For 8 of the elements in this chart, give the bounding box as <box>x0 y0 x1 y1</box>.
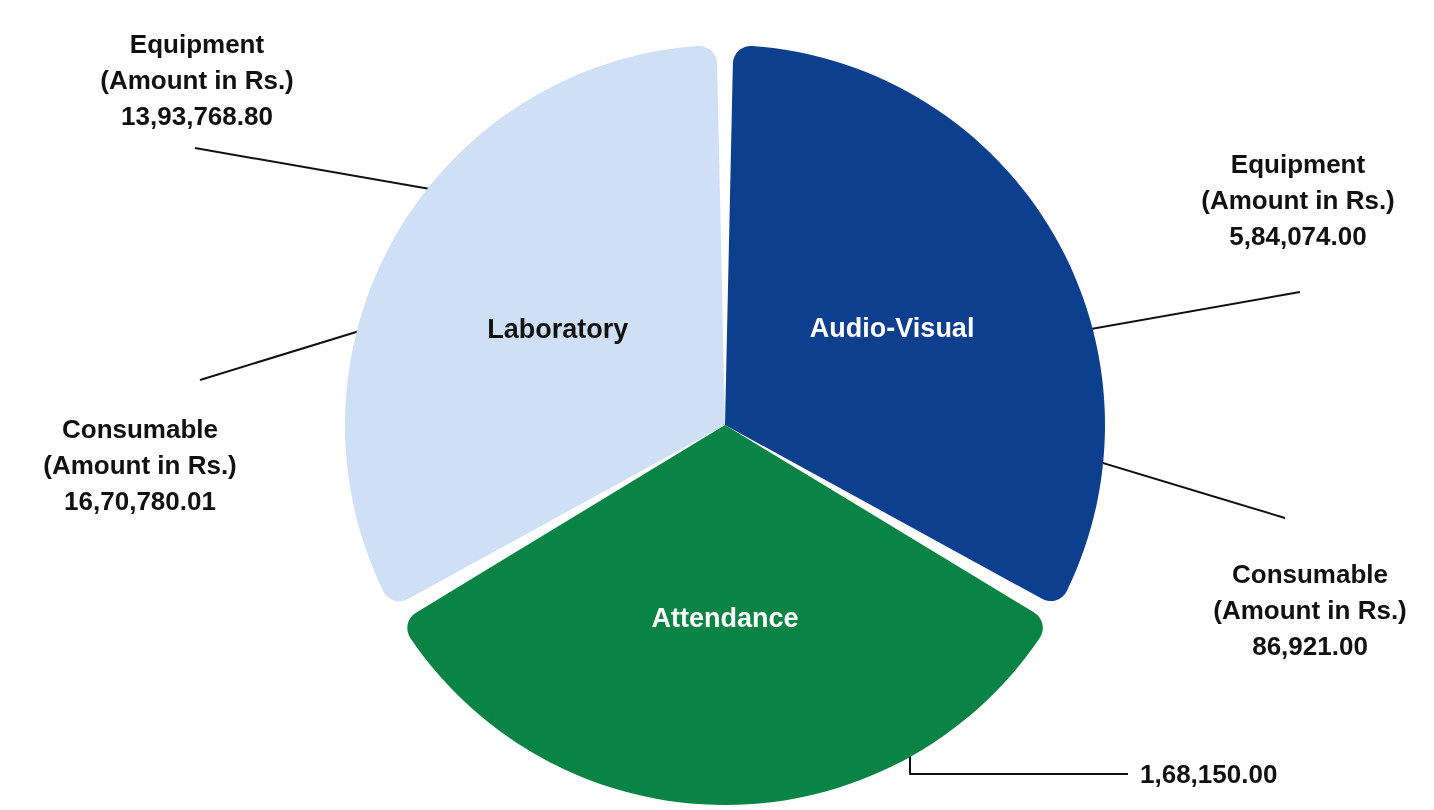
text: Consumable (Amount in Rs.) 86,921.00 <box>1213 559 1407 661</box>
text: Equipment (Amount in Rs.) 13,93,768.80 <box>100 29 294 131</box>
text: 1,68,150.00 <box>1140 759 1278 789</box>
slice-label: Audio-Visual <box>809 313 975 344</box>
slice-label: Laboratory <box>487 313 629 344</box>
text: Equipment (Amount in Rs.) 5,84,074.00 <box>1201 149 1395 251</box>
slice-label: Attendance <box>651 603 799 633</box>
text: Consumable (Amount in Rs.) 16,70,780.01 <box>43 414 237 516</box>
